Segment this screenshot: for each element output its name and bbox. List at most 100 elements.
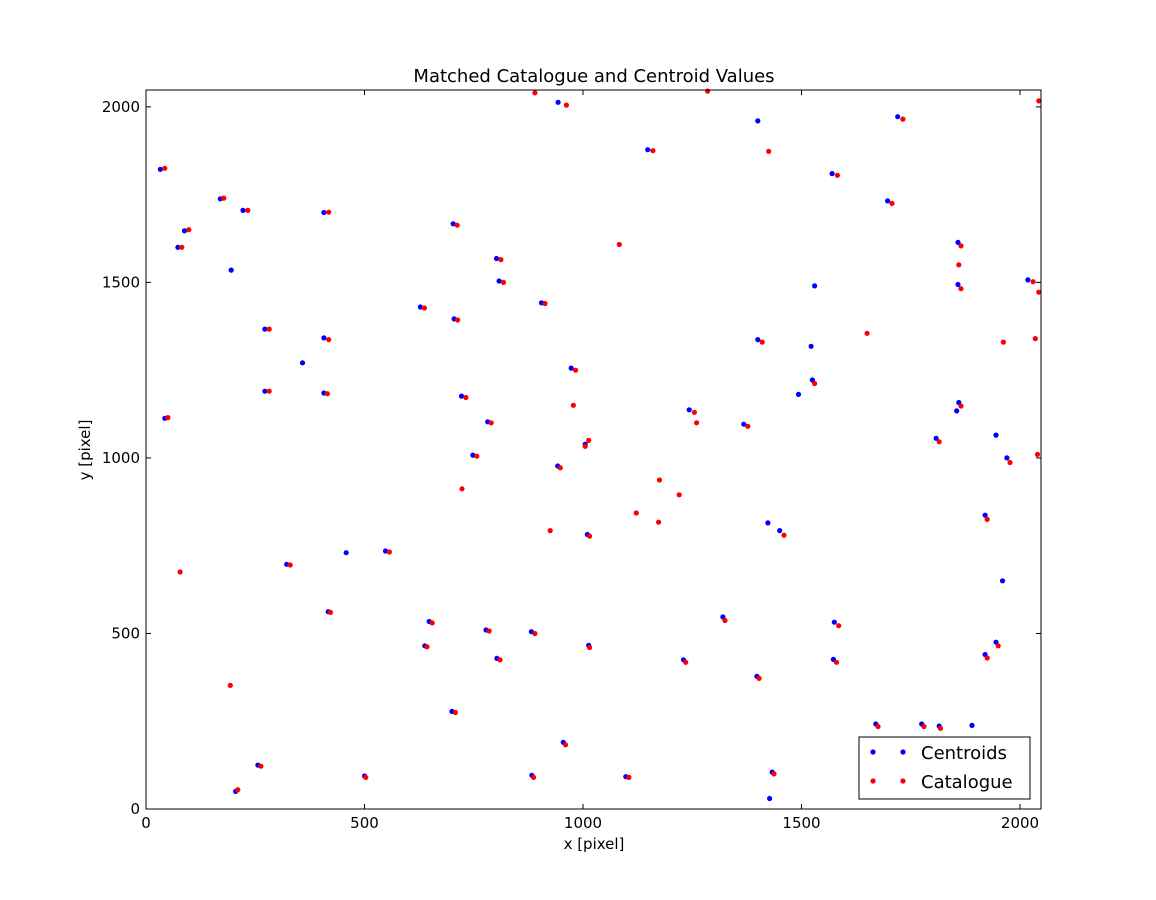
centroids-point-3 (321, 209, 327, 216)
catalogue-point-78 (722, 617, 728, 624)
catalogue-point-84 (995, 643, 1001, 649)
catalogue-point-68 (1000, 339, 1007, 345)
catalogue-point-33 (587, 644, 593, 651)
legend-label-catalogue: Catalogue (921, 772, 1013, 793)
catalogue-point-42 (177, 569, 183, 575)
catalogue-point-58 (1030, 279, 1036, 285)
centroids-point-9 (496, 278, 502, 284)
centroids-point-27 (382, 548, 389, 554)
catalogue-point-75 (633, 510, 639, 516)
catalogue-point-59 (1036, 289, 1042, 295)
centroids-point-57 (686, 407, 692, 413)
centroids-point-50 (955, 281, 961, 288)
catalogue-point-54 (900, 116, 906, 122)
catalogue-point-41 (227, 682, 233, 689)
centroids-point-16 (568, 365, 574, 371)
catalogue-point-65 (745, 423, 751, 429)
legend-marker-catalogue-2 (900, 778, 906, 784)
y-tick-label-1500: 1500 (102, 273, 140, 291)
centroids-point-51 (1025, 277, 1031, 283)
centroids-point-47 (885, 198, 891, 204)
catalogue-point-26 (287, 562, 293, 568)
catalogue-point-51 (766, 148, 772, 154)
legend-marker-centroids-1 (870, 749, 876, 755)
catalogue-point-45 (547, 528, 553, 534)
catalogue-point-25 (386, 549, 392, 555)
catalogue-point-73 (656, 477, 663, 483)
centroids-point-67 (999, 578, 1006, 584)
centroids-point-78 (969, 722, 975, 729)
legend-marker-centroids-2 (900, 749, 906, 755)
catalogue-point-82 (756, 675, 762, 682)
catalogue-point-16 (324, 391, 330, 397)
catalogue-point-30 (424, 644, 430, 650)
y-axis-label: y [pixel] (76, 420, 94, 481)
centroids-point-2 (240, 207, 246, 213)
catalogue-point-48 (563, 102, 570, 108)
catalogue-point-50 (705, 88, 711, 94)
legend-frame (858, 736, 1031, 800)
catalogue-point-11 (455, 317, 461, 323)
centroids-point-48 (895, 114, 901, 120)
points-layer (157, 88, 1042, 802)
centroids-point-15 (299, 360, 306, 366)
centroids-point-61 (933, 435, 939, 441)
catalogue-point-9 (542, 300, 548, 307)
catalogue-point-22 (586, 437, 592, 443)
catalogue-point-87 (937, 725, 944, 731)
catalogue-point-53 (889, 200, 895, 206)
catalogue-point-61 (864, 330, 870, 336)
catalogue-point-12 (266, 326, 272, 332)
y-tick-label-0: 0 (130, 800, 140, 818)
centroids-point-11 (417, 304, 423, 310)
catalogue-point-17 (165, 415, 171, 421)
catalogue-point-24 (587, 533, 593, 539)
catalogue-point-74 (676, 492, 682, 498)
y-tick-label-2000: 2000 (102, 98, 140, 116)
catalogue-point-37 (363, 774, 369, 781)
plot-frame (145, 89, 1042, 810)
catalogue-point-43 (459, 486, 465, 492)
catalogue-point-64 (694, 420, 700, 426)
x-tick-label-1500: 1500 (782, 814, 820, 832)
centroids-point-44 (645, 147, 651, 153)
centroids-point-17 (262, 388, 268, 394)
centroids-point-45 (755, 118, 761, 124)
ticks-layer: 0 500 1000 1500 2000 0 500 1000 1500 2000 (102, 90, 1041, 832)
catalogue-point-5 (186, 227, 192, 233)
catalogue-point-8 (500, 279, 507, 285)
y-tick-label-1000: 1000 (102, 449, 140, 467)
catalogue-point-10 (421, 305, 427, 311)
catalogue-point-18 (463, 394, 469, 401)
centroids-point-20 (458, 393, 465, 399)
centroids-point-60 (954, 408, 960, 414)
catalogue-point-81 (833, 659, 840, 665)
catalogue-point-71 (1007, 459, 1013, 466)
catalogue-point-28 (429, 620, 435, 626)
catalogue-point-46 (616, 241, 622, 248)
x-tick-label-500: 500 (350, 814, 379, 832)
catalogue-point-56 (956, 262, 962, 268)
x-tick-label-1000: 1000 (564, 814, 602, 832)
catalogue-point-7 (498, 257, 504, 263)
y-tick-label-500: 500 (111, 624, 140, 642)
x-tick-label-0: 0 (141, 814, 151, 832)
legend: Centroids Catalogue (858, 736, 1031, 800)
catalogue-point-15 (266, 388, 272, 394)
catalogue-point-40 (626, 774, 632, 781)
centroids-point-65 (765, 520, 771, 526)
catalogue-point-80 (683, 659, 689, 665)
catalogue-point-85 (875, 723, 881, 730)
catalogue-point-67 (936, 439, 942, 445)
catalogue-point-66 (958, 403, 964, 409)
x-axis-label: x [pixel] (564, 835, 625, 853)
catalogue-point-20 (474, 453, 480, 459)
catalogue-point-63 (691, 409, 698, 415)
catalogue-point-14 (573, 367, 579, 373)
catalogue-point-86 (921, 723, 927, 730)
catalogue-point-34 (452, 709, 458, 716)
catalogue-point-23 (582, 443, 588, 449)
catalogue-point-19 (488, 420, 494, 426)
centroids-point-52 (755, 337, 761, 343)
centroids-point-58 (741, 421, 747, 427)
